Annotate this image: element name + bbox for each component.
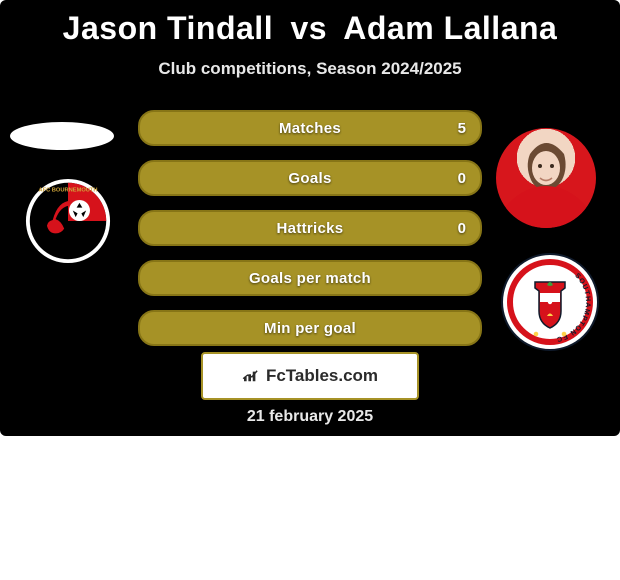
stat-row: Goals 0 bbox=[0, 160, 620, 196]
stats: Matches 5 Goals 0 Hattricks 0 bbox=[0, 110, 620, 360]
page: Jason Tindall vs Adam Lallana Club compe… bbox=[0, 0, 620, 580]
stat-row: Min per goal bbox=[0, 310, 620, 346]
stat-pill-min-per-goal: Min per goal bbox=[138, 310, 482, 346]
subtitle: Club competitions, Season 2024/2025 bbox=[0, 59, 620, 79]
player2-name: Adam Lallana bbox=[343, 10, 557, 46]
stat-pill-goals-per-match: Goals per match bbox=[138, 260, 482, 296]
stat-label: Min per goal bbox=[264, 320, 356, 337]
vs-label: vs bbox=[290, 10, 327, 46]
player1-name: Jason Tindall bbox=[63, 10, 273, 46]
stat-label: Matches bbox=[279, 120, 341, 137]
source-name: FcTables.com bbox=[266, 366, 378, 386]
footer-date: 21 february 2025 bbox=[0, 408, 620, 426]
stat-right-value: 0 bbox=[458, 170, 466, 187]
stat-pill-matches: Matches 5 bbox=[138, 110, 482, 146]
stat-pill-hattricks: Hattricks 0 bbox=[138, 210, 482, 246]
title: Jason Tindall vs Adam Lallana bbox=[0, 0, 620, 47]
stat-pill-goals: Goals 0 bbox=[138, 160, 482, 196]
chart-icon bbox=[242, 369, 260, 383]
stat-label: Goals bbox=[288, 170, 331, 187]
stat-label: Hattricks bbox=[277, 220, 344, 237]
stat-right-value: 0 bbox=[458, 220, 466, 237]
stat-row: Matches 5 bbox=[0, 110, 620, 146]
source-link[interactable]: FcTables.com bbox=[201, 352, 419, 400]
stat-right-value: 5 bbox=[458, 120, 466, 137]
stat-row: Goals per match bbox=[0, 260, 620, 296]
stat-label: Goals per match bbox=[249, 270, 371, 287]
stat-row: Hattricks 0 bbox=[0, 210, 620, 246]
comparison-card: Jason Tindall vs Adam Lallana Club compe… bbox=[0, 0, 620, 436]
